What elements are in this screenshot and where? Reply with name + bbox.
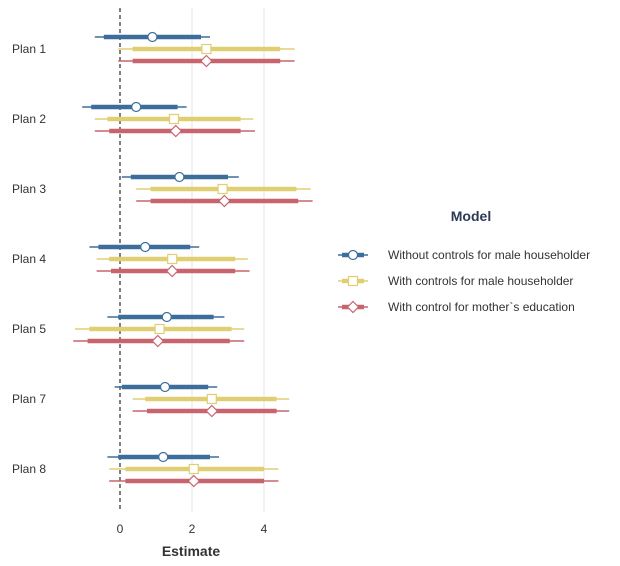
legend-label: With control for mother`s education xyxy=(388,300,575,314)
x-axis: 0 2 4 xyxy=(117,522,268,536)
legend-item: Without controls for male householder xyxy=(336,242,606,268)
estimate-point xyxy=(161,311,172,323)
estimate-point xyxy=(218,194,231,208)
legend-title: Model xyxy=(450,208,492,224)
x-tick-label: 0 xyxy=(117,522,124,536)
estimate-point xyxy=(131,101,142,113)
legend: Model Without controls for male househol… xyxy=(336,208,606,320)
y-tick-label: Plan 8 xyxy=(12,462,46,476)
y-tick-label: Plan 7 xyxy=(12,392,46,406)
estimate-point xyxy=(165,264,179,278)
series-2 xyxy=(75,43,311,475)
estimate-point xyxy=(205,404,219,418)
legend-item: With control for mother`s education xyxy=(336,294,606,320)
estimate-point xyxy=(217,183,228,195)
estimate-point xyxy=(346,300,360,314)
plot-marks xyxy=(73,8,313,512)
estimate-point xyxy=(188,463,199,475)
legend-key xyxy=(338,275,368,287)
estimate-point xyxy=(174,171,185,183)
estimate-point xyxy=(140,241,151,253)
y-tick-label: Plan 3 xyxy=(12,182,46,196)
estimate-point xyxy=(168,113,180,125)
y-tick-label: Plan 5 xyxy=(12,322,46,336)
y-tick-label: Plan 4 xyxy=(12,252,46,266)
x-axis-title: Estimate xyxy=(162,543,221,559)
estimate-point xyxy=(206,393,217,405)
estimate-point xyxy=(347,275,359,287)
estimate-point xyxy=(169,124,183,138)
legend-items: Without controls for male householder Wit… xyxy=(336,242,606,320)
estimate-point xyxy=(151,334,165,348)
estimate-point xyxy=(200,54,213,68)
series-3 xyxy=(73,54,313,488)
series-1 xyxy=(82,31,239,463)
estimate-point xyxy=(159,381,171,393)
estimate-point xyxy=(154,323,165,335)
y-tick-label: Plan 2 xyxy=(12,112,46,126)
estimate-point xyxy=(347,249,359,261)
estimate-point xyxy=(187,474,201,488)
legend-label: With controls for male householder xyxy=(388,274,574,288)
estimate-point xyxy=(158,451,169,463)
y-tick-label: Plan 1 xyxy=(12,42,46,56)
legend-key xyxy=(338,249,368,261)
estimate-point xyxy=(167,253,178,265)
legend-key xyxy=(338,300,368,314)
x-tick-label: 2 xyxy=(189,522,196,536)
legend-label: Without controls for male householder xyxy=(388,248,591,262)
x-tick-label: 4 xyxy=(261,522,268,536)
y-tick-labels: Plan 1 Plan 2 Plan 3 Plan 4 Plan 5 Plan 7 Plan… xyxy=(12,42,46,476)
legend-item: With controls for male householder xyxy=(336,268,606,294)
estimate-point xyxy=(147,31,158,43)
estimate-point xyxy=(201,43,212,55)
